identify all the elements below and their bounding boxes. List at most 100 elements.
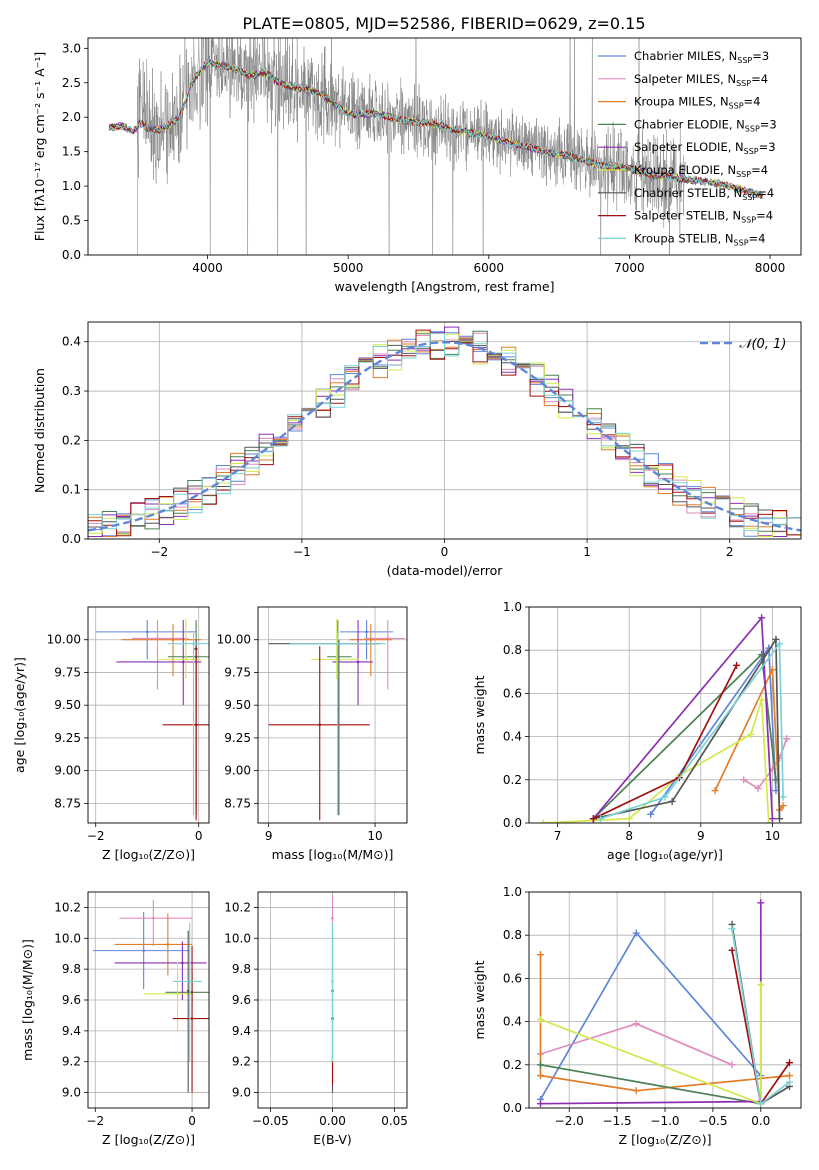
age-vs-metallicity-panel: −2 0 8.75 9.00 9.25 9.50 9.75 10.00 Z [log₁₀(Z/Z… [12, 606, 210, 862]
point-chabrier-stelib [186, 989, 190, 993]
weight-marker-salpeter-elodie [536, 1100, 544, 1108]
y-axis-label: Normed distribution [32, 368, 47, 493]
legend-label-main: Salpeter STELIB, N [634, 209, 741, 223]
weight-marker-salpeter-elodie [757, 899, 765, 907]
legend-label-tail: =4 [749, 231, 766, 245]
legend-label-chabrier-miles: Chabrier MILES, NSSP=3 [634, 49, 769, 65]
weight-marker-kroupa-stelib [661, 793, 669, 801]
x-tick-label: 0.00 [319, 1114, 346, 1128]
weight-marker-chabrier-stelib [776, 815, 784, 823]
mass-vs-metallicity-panel: −2 0 9.0 9.2 9.4 9.6 9.8 10.0 10.2 Z [log₁₀(Z/Z⊙)… [20, 891, 210, 1147]
weight-line-chabrier-stelib [593, 636, 781, 820]
x-tick-label: 6000 [474, 261, 505, 275]
weight-marker-salpeter-stelib [733, 661, 741, 669]
legend-label-main: Chabrier ELODIE, N [634, 117, 745, 131]
legend-label-sub: SSP [742, 193, 757, 202]
x-tick-label: −2.0 [555, 1114, 584, 1128]
point-salpeter-elodie [181, 660, 185, 664]
x-axis-label: age [log₁₀(age/yr)] [607, 847, 723, 862]
point-kroupa-stelib [331, 980, 334, 983]
legend-label-salpeter-miles: Salpeter MILES, NSSP=4 [634, 72, 768, 88]
legend-label-sub: SSP [729, 102, 744, 111]
y-axis-label: age [log₁₀(age/yr)] [12, 657, 27, 773]
y-tick-label: 0.0 [503, 816, 522, 830]
point-kroupa-miles [369, 638, 373, 642]
y-tick-label: 10.2 [54, 900, 81, 914]
legend-label-sub: SSP [736, 79, 751, 88]
weight-marker-salpeter-elodie [768, 815, 776, 823]
y-tick-label: 9.50 [224, 698, 251, 712]
weight-line-kroupa-miles [714, 669, 784, 813]
y-tick-label: 3.0 [62, 41, 81, 55]
y-tick-label: 10.00 [217, 633, 251, 647]
normal-pdf-legend-label: 𝒩(0, 1) [739, 337, 786, 352]
legend-label-main: Chabrier STELIB, N [634, 186, 742, 200]
legend-label-tail: =4 [751, 163, 768, 177]
legend-label-sub: SSP [736, 170, 751, 179]
weight-marker-salpeter-miles [754, 784, 762, 792]
legend-label-tail: =3 [760, 117, 777, 131]
weight-marker-kroupa-elodie [536, 1015, 544, 1023]
y-tick-label: 9.0 [232, 1086, 251, 1100]
x-axis-label: Z [log₁₀(Z/Z⊙)] [102, 1132, 195, 1147]
point-kroupa-stelib [336, 642, 340, 645]
legend-label-kroupa-miles: Kroupa MILES, NSSP=4 [634, 95, 760, 111]
y-axis-label: mass weight [472, 960, 487, 1039]
weight-marker-salpeter-miles [740, 776, 748, 784]
x-tick-label: 1 [583, 545, 591, 559]
y-tick-label: 9.50 [54, 698, 81, 712]
mass-vs-ebv-panel: −0.05 0.00 0.05 9.0 9.2 9.4 9.6 9.8 10.0 10.2 E(B-… [224, 891, 408, 1147]
legend-label-tail: =4 [756, 209, 773, 223]
x-tick-label: 0 [195, 829, 203, 843]
x-axis-label: mass [log₁₀(M/M⊙)] [272, 847, 394, 862]
weight-marker-kroupa-stelib [779, 793, 787, 801]
legend-label-chabrier-stelib: Chabrier STELIB, NSSP=4 [634, 186, 774, 202]
y-tick-label: 1.0 [503, 600, 522, 614]
y-tick-label: 1.0 [503, 885, 522, 899]
weight-marker-salpeter-stelib [589, 815, 597, 823]
y-tick-label: 0.5 [62, 214, 81, 228]
residual-histogram-kroupa-stelib [88, 333, 801, 536]
legend-label-main: Salpeter MILES, N [634, 72, 736, 86]
x-axis-label: Z [log₁₀(Z/Z⊙)] [619, 1132, 712, 1147]
y-tick-label: 0.0 [62, 248, 81, 262]
weight-marker-kroupa-elodie [765, 819, 773, 823]
point-salpeter-stelib [318, 723, 322, 727]
y-tick-label: 9.4 [232, 1024, 251, 1038]
plot-area [95, 618, 209, 821]
y-tick-label: 9.75 [224, 665, 251, 679]
legend-label-tail: =4 [751, 72, 768, 86]
x-tick-label: −0.05 [252, 1114, 289, 1128]
axes-frame [87, 37, 802, 256]
axes-frame [257, 606, 408, 824]
legend-label-chabrier-elodie: Chabrier ELODIE, NSSP=3 [634, 117, 777, 133]
x-tick-label: −2 [87, 829, 105, 843]
weight-marker-kroupa-elodie [625, 815, 633, 823]
y-tick-label: 0.0 [62, 532, 81, 546]
residual-histogram-panel: −2 −1 0 1 2 0.0 0.1 0.2 0.3 0.4 (data-model)/error… [32, 321, 802, 578]
y-tick-label: 10.0 [54, 931, 81, 945]
point-kroupa-elodie [176, 992, 179, 996]
y-tick-label: 0.2 [503, 773, 522, 787]
plot-area [92, 899, 209, 1093]
x-tick-label: 0 [441, 545, 449, 559]
x-tick-label: 8 [625, 829, 633, 843]
y-tick-label: 2.0 [62, 110, 81, 124]
axes-frame [87, 606, 210, 824]
y-tick-label: 0.3 [62, 384, 81, 398]
point-salpeter-stelib [194, 723, 198, 727]
y-tick-label: 0.6 [503, 971, 522, 985]
spectrum-panel: 4000 5000 6000 7000 8000 0.0 0.5 1.0 1.5 2.0 2.5 3.… [32, 37, 802, 294]
legend-label-sub: SSP [744, 147, 759, 156]
x-tick-label: −0.5 [698, 1114, 727, 1128]
y-tick-label: 2.5 [62, 76, 81, 90]
plot-area [108, 38, 764, 255]
y-tick-label: 0.6 [503, 686, 522, 700]
y-tick-label: 0.8 [503, 643, 522, 657]
legend-label-salpeter-elodie: Salpeter ELODIE, NSSP=3 [634, 140, 776, 156]
weight-marker-kroupa-elodie [758, 696, 766, 704]
point-salpeter-miles [152, 916, 155, 920]
point-chabrier-miles [365, 630, 368, 634]
y-axis-label: mass [log₁₀(M/M⊙)] [20, 939, 35, 1061]
x-axis-label: wavelength [Angstrom, rest frame] [334, 279, 554, 294]
